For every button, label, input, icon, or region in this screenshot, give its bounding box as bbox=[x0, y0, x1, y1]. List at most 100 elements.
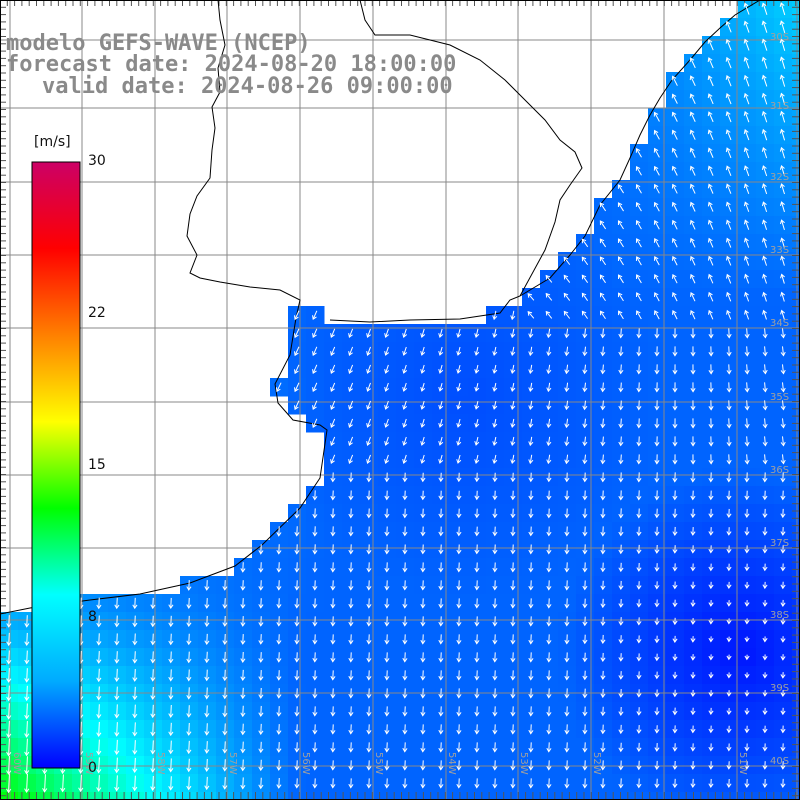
wind-arrow bbox=[744, 618, 750, 625]
wind-arrow bbox=[312, 418, 318, 429]
wind-arrow bbox=[312, 634, 318, 645]
wind-arrow bbox=[600, 490, 606, 501]
wind-arrow bbox=[582, 634, 588, 645]
wind-arrow bbox=[528, 616, 534, 627]
wind-arrow bbox=[366, 454, 371, 464]
wind-arrow bbox=[690, 472, 696, 483]
wind-arrow bbox=[312, 328, 318, 339]
wind-arrow bbox=[546, 724, 552, 735]
wind-arrow bbox=[384, 508, 390, 519]
wind-arrow bbox=[510, 454, 516, 465]
longitude-label: 53W bbox=[518, 752, 529, 775]
wind-arrow bbox=[707, 39, 714, 51]
wind-arrow bbox=[690, 400, 696, 411]
wind-arrow bbox=[654, 418, 660, 429]
wind-arrow bbox=[366, 490, 372, 501]
wind-arrow bbox=[24, 685, 30, 702]
wind-arrow bbox=[672, 526, 678, 536]
wind-arrow bbox=[617, 238, 624, 248]
wind-arrow bbox=[672, 490, 678, 501]
wind-arrow bbox=[528, 562, 534, 573]
wind-arrow bbox=[366, 670, 372, 681]
wind-arrow bbox=[132, 757, 138, 774]
wind-arrow bbox=[402, 436, 408, 446]
wind-arrow bbox=[456, 472, 462, 483]
wind-arrow bbox=[672, 743, 678, 752]
wind-arrow bbox=[294, 616, 300, 627]
wind-arrow bbox=[456, 634, 462, 645]
wind-arrow bbox=[96, 775, 102, 792]
latitude-label: 35S bbox=[770, 392, 789, 403]
wind-arrow bbox=[546, 652, 552, 663]
wind-arrow bbox=[312, 778, 318, 789]
wind-cell bbox=[234, 792, 253, 800]
wind-arrow bbox=[708, 436, 714, 447]
wind-arrow bbox=[42, 774, 48, 793]
wind-arrow bbox=[204, 723, 210, 736]
wind-arrow bbox=[546, 634, 552, 645]
wind-arrow bbox=[275, 382, 282, 393]
wind-arrow bbox=[744, 600, 750, 607]
wind-arrow bbox=[474, 688, 480, 699]
wind-arrow bbox=[402, 400, 408, 410]
wind-arrow bbox=[294, 364, 300, 375]
wind-arrow bbox=[402, 544, 408, 555]
wind-cell bbox=[792, 576, 800, 595]
wind-arrow bbox=[474, 652, 480, 663]
wind-cell bbox=[774, 792, 793, 800]
wind-arrow bbox=[744, 291, 750, 302]
wind-arrow bbox=[438, 598, 444, 609]
wind-arrow bbox=[780, 291, 786, 302]
wind-arrow bbox=[600, 454, 606, 465]
wind-arrow bbox=[744, 545, 750, 554]
wind-arrow bbox=[330, 634, 336, 645]
wind-arrow bbox=[690, 328, 696, 339]
wind-arrow bbox=[761, 74, 768, 87]
wind-arrow bbox=[690, 563, 696, 572]
wind-cell bbox=[504, 792, 523, 800]
wind-arrow bbox=[564, 508, 570, 519]
wind-arrow bbox=[474, 490, 480, 501]
wind-arrow bbox=[582, 688, 588, 699]
wind-arrow bbox=[564, 724, 570, 735]
wind-arrow bbox=[384, 760, 390, 771]
wind-arrow bbox=[635, 238, 642, 248]
wind-arrow bbox=[726, 707, 732, 715]
wind-arrow bbox=[743, 56, 750, 69]
wind-arrow bbox=[420, 346, 426, 356]
wind-arrow bbox=[222, 687, 228, 700]
wind-arrow bbox=[258, 616, 264, 627]
wind-arrow bbox=[510, 724, 516, 735]
wind-arrow bbox=[581, 310, 588, 319]
wind-arrow bbox=[132, 686, 138, 701]
wind-arrow bbox=[402, 652, 408, 663]
wind-arrow bbox=[707, 147, 714, 158]
wind-arrow bbox=[744, 743, 750, 752]
wind-arrow bbox=[276, 652, 282, 663]
wind-arrow bbox=[779, 164, 786, 177]
wind-arrow bbox=[24, 773, 30, 793]
wind-arrow bbox=[708, 328, 714, 339]
wind-arrow bbox=[654, 617, 660, 626]
wind-arrow bbox=[366, 526, 372, 537]
wind-arrow bbox=[528, 490, 534, 501]
wind-cell bbox=[72, 792, 91, 800]
wind-arrow bbox=[689, 75, 696, 87]
wind-arrow bbox=[258, 759, 264, 772]
wind-arrow bbox=[599, 274, 606, 284]
wind-arrow bbox=[618, 724, 624, 735]
wind-arrow bbox=[474, 418, 480, 428]
wind-arrow bbox=[402, 580, 408, 591]
wind-arrow bbox=[599, 202, 607, 212]
wind-arrow bbox=[653, 183, 660, 194]
wind-cell bbox=[522, 792, 541, 800]
wind-arrow bbox=[348, 454, 354, 464]
wind-arrow bbox=[420, 508, 426, 519]
wind-cell bbox=[792, 198, 800, 217]
wind-arrow bbox=[402, 616, 408, 627]
wind-arrow bbox=[420, 724, 426, 735]
wind-arrow bbox=[564, 616, 570, 627]
wind-arrow bbox=[726, 309, 732, 320]
wind-arrow bbox=[761, 56, 768, 69]
wind-arrow bbox=[635, 147, 642, 158]
